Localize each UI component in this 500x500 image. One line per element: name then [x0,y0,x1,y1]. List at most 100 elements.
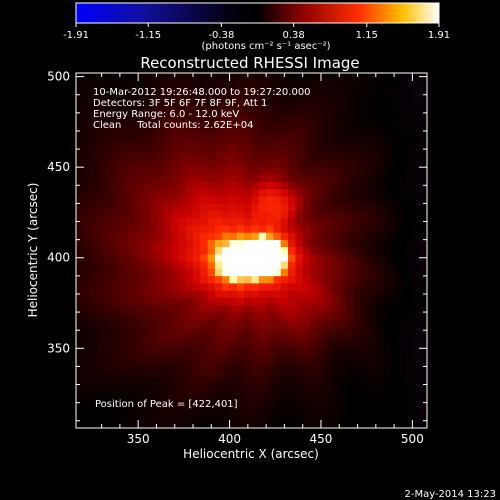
heatmap-cell [200,348,208,356]
heatmap-cell [324,384,333,393]
heatmap-cell [251,109,260,117]
heatmap-cell [185,355,194,364]
heatmap-cell [302,87,311,96]
heatmap-cell [288,232,296,240]
heatmap-cell [76,138,84,146]
heatmap-cell [105,348,113,356]
heatmap-cell [83,94,91,103]
heatmap-cell [119,87,128,96]
heatmap-cell [83,370,91,378]
heatmap-cell [236,210,245,219]
heatmap-cell [83,261,91,269]
heatmap-cell [353,167,362,175]
heatmap-cell [390,319,399,327]
heatmap-cell [193,159,201,168]
heatmap-cell [229,116,238,125]
heatmap-cell [310,145,318,153]
heatmap-cell [339,312,347,320]
heatmap-cell [368,174,377,182]
heatmap-cell [302,174,311,182]
heatmap-cell [361,391,369,400]
heatmap-cell [178,123,186,132]
heatmap-cell [368,123,377,132]
heatmap-cell [193,406,201,414]
heatmap-cell [112,232,121,240]
heatmap-cell [149,225,157,233]
heatmap-cell [105,355,113,364]
heatmap-cell [90,399,99,407]
heatmap-cell [134,138,143,146]
heatmap-cell [258,326,267,335]
heatmap-cell [419,210,428,219]
heatmap-cell [412,87,420,96]
heatmap-cell [251,159,260,168]
heatmap-cell [178,312,186,320]
heatmap-cell [324,167,333,175]
heatmap-cell [83,362,91,371]
heatmap-cell [97,246,106,255]
heatmap-cell [185,406,194,414]
heatmap-cell [244,123,252,132]
heatmap-cell [112,355,121,364]
heatmap-cell [368,101,377,110]
heatmap-cell [134,312,143,320]
heatmap-cell [412,254,420,262]
heatmap-cell [185,246,194,255]
heatmap-cell [134,116,143,125]
heatmap-cell [200,145,208,153]
heatmap-cell [97,239,106,248]
heatmap-cell [134,174,143,182]
heatmap-cell [405,188,413,197]
heatmap-cell [280,275,289,284]
heatmap-cell [83,384,91,393]
heatmap-cell [331,254,340,262]
heatmap-cell [405,109,413,117]
heatmap-cell [171,268,179,277]
heatmap-cell [178,326,186,335]
heatmap-cell [302,254,311,262]
heatmap-cell [141,304,150,313]
colorbar-tick-label: 1.91 [428,30,450,41]
heatmap-cell [193,210,201,219]
heatmap-cell [193,123,201,132]
heatmap-cell [324,123,333,132]
heatmap-cell [149,130,157,139]
heatmap-cell [397,101,406,110]
heatmap-cell [368,391,377,400]
heatmap-cell [361,196,369,204]
heatmap-cell [405,181,413,190]
heatmap-cell [163,355,172,364]
heatmap-cell [127,94,135,103]
heatmap-cell [339,377,347,385]
heatmap-cell [390,268,399,277]
heatmap-cell [193,174,201,182]
heatmap-cell [141,254,150,262]
heatmap-cell [324,391,333,400]
heatmap-cell [178,210,186,219]
heatmap-cell [134,406,143,414]
heatmap-cell [207,145,216,153]
heatmap-cell [266,283,274,291]
heatmap-cell [375,268,384,277]
heatmap-cell [83,73,91,81]
heatmap-cell [397,188,406,197]
heatmap-cell [258,167,267,175]
heatmap-cell [149,196,157,204]
heatmap-cell [273,261,282,269]
heatmap-cell [310,413,318,422]
heatmap-cell [193,297,201,306]
heatmap-cell [200,391,208,400]
heatmap-cell [244,326,252,335]
heatmap-cell [419,196,428,204]
heatmap-cell [222,391,230,400]
heatmap-cell [317,333,325,342]
heatmap-cell [112,420,121,429]
heatmap-cell [127,290,135,298]
heatmap-cell [83,333,91,342]
heatmap-cell [251,73,260,81]
heatmap-cell [288,341,296,349]
heatmap-cell [149,290,157,298]
heatmap-cell [127,391,135,400]
heatmap-cell [171,290,179,298]
heatmap-cell [331,210,340,219]
